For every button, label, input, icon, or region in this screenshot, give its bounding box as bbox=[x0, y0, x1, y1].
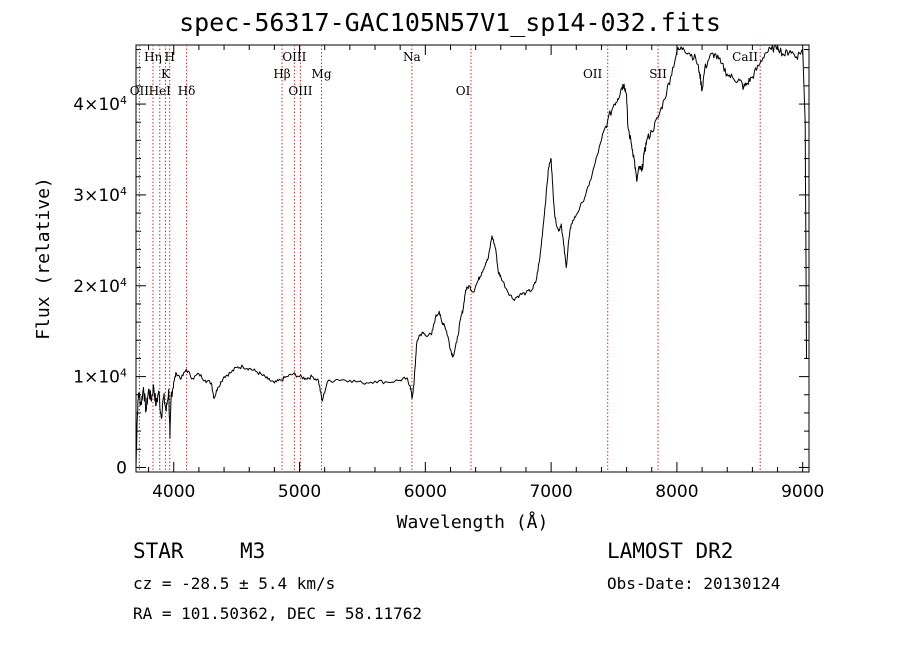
object-class: STAR bbox=[133, 539, 184, 563]
spectral-line-label: OII bbox=[583, 67, 603, 81]
x-tick-label: 4000 bbox=[152, 482, 195, 502]
y-tick-label: 0 bbox=[116, 458, 127, 478]
x-tick-label: 6000 bbox=[404, 482, 447, 502]
plot-frame bbox=[135, 44, 810, 473]
y-tick-label: 3×104 bbox=[73, 184, 127, 206]
spectral-line-label: K bbox=[161, 67, 171, 81]
redshift-text: cz = -28.5 ± 5.4 km/s bbox=[133, 574, 336, 593]
spectral-line-label: Hη bbox=[144, 50, 162, 64]
obs-date: Obs-Date: 20130124 bbox=[607, 574, 781, 593]
spectral-line-label: Hβ bbox=[273, 67, 290, 81]
x-axis-label: Wavelength (Å) bbox=[397, 511, 549, 533]
coordinates: RA = 101.50362, DEC = 58.11762 bbox=[133, 604, 422, 623]
spectral-line-label: CaII bbox=[732, 50, 758, 64]
y-axis-label: Flux (relative) bbox=[33, 177, 54, 340]
chart-title: spec-56317-GAC105N57V1_sp14-032.fits bbox=[179, 8, 721, 37]
y-tick-label: 2×104 bbox=[73, 275, 127, 297]
spectral-line-label: OII bbox=[130, 84, 150, 98]
y-tick-label: 1×104 bbox=[73, 366, 127, 388]
x-tick-label: 8000 bbox=[655, 482, 698, 502]
x-tick-label: 9000 bbox=[781, 482, 824, 502]
x-tick-label: 5000 bbox=[278, 482, 321, 502]
y-tick-label: 4×104 bbox=[73, 94, 127, 116]
spectral-line-label: OIII bbox=[288, 84, 312, 98]
spectral-line-label: SII bbox=[649, 67, 667, 81]
x-tick-label: 7000 bbox=[529, 482, 572, 502]
spectral-line-label: OI bbox=[456, 84, 471, 98]
survey-name: LAMOST DR2 bbox=[607, 539, 734, 563]
spectral-line-label: HeI bbox=[149, 84, 172, 98]
object-subclass: M3 bbox=[240, 539, 266, 563]
spectral-line-label: Hδ bbox=[178, 84, 196, 98]
spectral-line-label: H bbox=[164, 50, 174, 64]
spectrum-series-line bbox=[135, 44, 807, 468]
spectral-line-label: Na bbox=[403, 50, 421, 64]
spectral-line-label: Mg bbox=[312, 67, 332, 81]
spectral-line-label: OIII bbox=[282, 50, 306, 64]
